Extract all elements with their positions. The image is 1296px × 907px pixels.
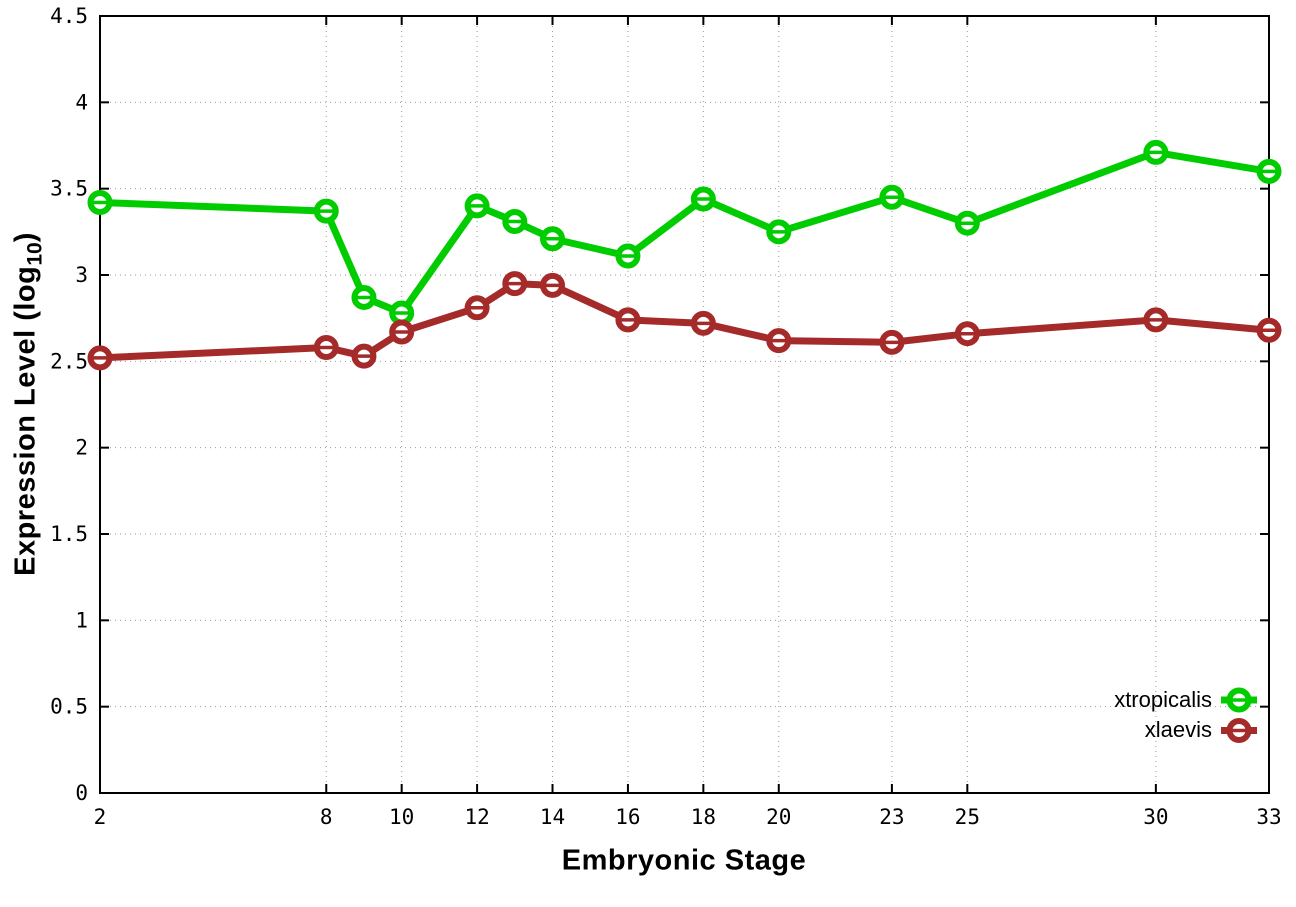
x-tick-label: 33 — [1256, 805, 1281, 829]
y-tick-label: 3.5 — [50, 177, 88, 201]
x-tick-label: 18 — [691, 805, 716, 829]
legend-entry-xtropicalis: xtropicalis — [1114, 687, 1212, 712]
y-tick-label: 4.5 — [50, 4, 88, 28]
y-axis-title: Expression Level (log10) — [9, 232, 47, 576]
x-tick-label: 8 — [320, 805, 333, 829]
y-tick-label: 1.5 — [50, 522, 88, 546]
y-tick-label: 2.5 — [50, 349, 88, 373]
y-tick-label: 0 — [75, 781, 88, 805]
x-tick-label: 30 — [1143, 805, 1168, 829]
x-tick-label: 25 — [955, 805, 980, 829]
y-axis-title-close: ) — [9, 232, 42, 243]
x-tick-label: 12 — [464, 805, 489, 829]
y-tick-label: 1 — [75, 608, 88, 632]
y-tick-label: 3 — [75, 263, 88, 287]
x-tick-label: 23 — [879, 805, 904, 829]
y-tick-label: 4 — [75, 90, 88, 114]
y-tick-label: 0.5 — [50, 695, 88, 719]
series-line-xtropicalis — [96, 148, 1273, 317]
series-line-xlaevis — [96, 280, 1273, 362]
x-tick-label: 14 — [540, 805, 565, 829]
x-tick-label: 16 — [615, 805, 640, 829]
x-tick-label: 20 — [766, 805, 791, 829]
x-tick-label: 2 — [94, 805, 107, 829]
y-axis-title-subscript: 10 — [23, 242, 47, 266]
legend-entry-xlaevis: xlaevis — [1144, 717, 1212, 742]
y-axis-title-main: Expression Level (log — [9, 265, 42, 576]
x-axis-title: Embryonic Stage — [561, 844, 807, 877]
plot-border — [99, 15, 1270, 794]
y-tick-label: 2 — [75, 436, 88, 460]
x-tick-label: 10 — [389, 805, 414, 829]
